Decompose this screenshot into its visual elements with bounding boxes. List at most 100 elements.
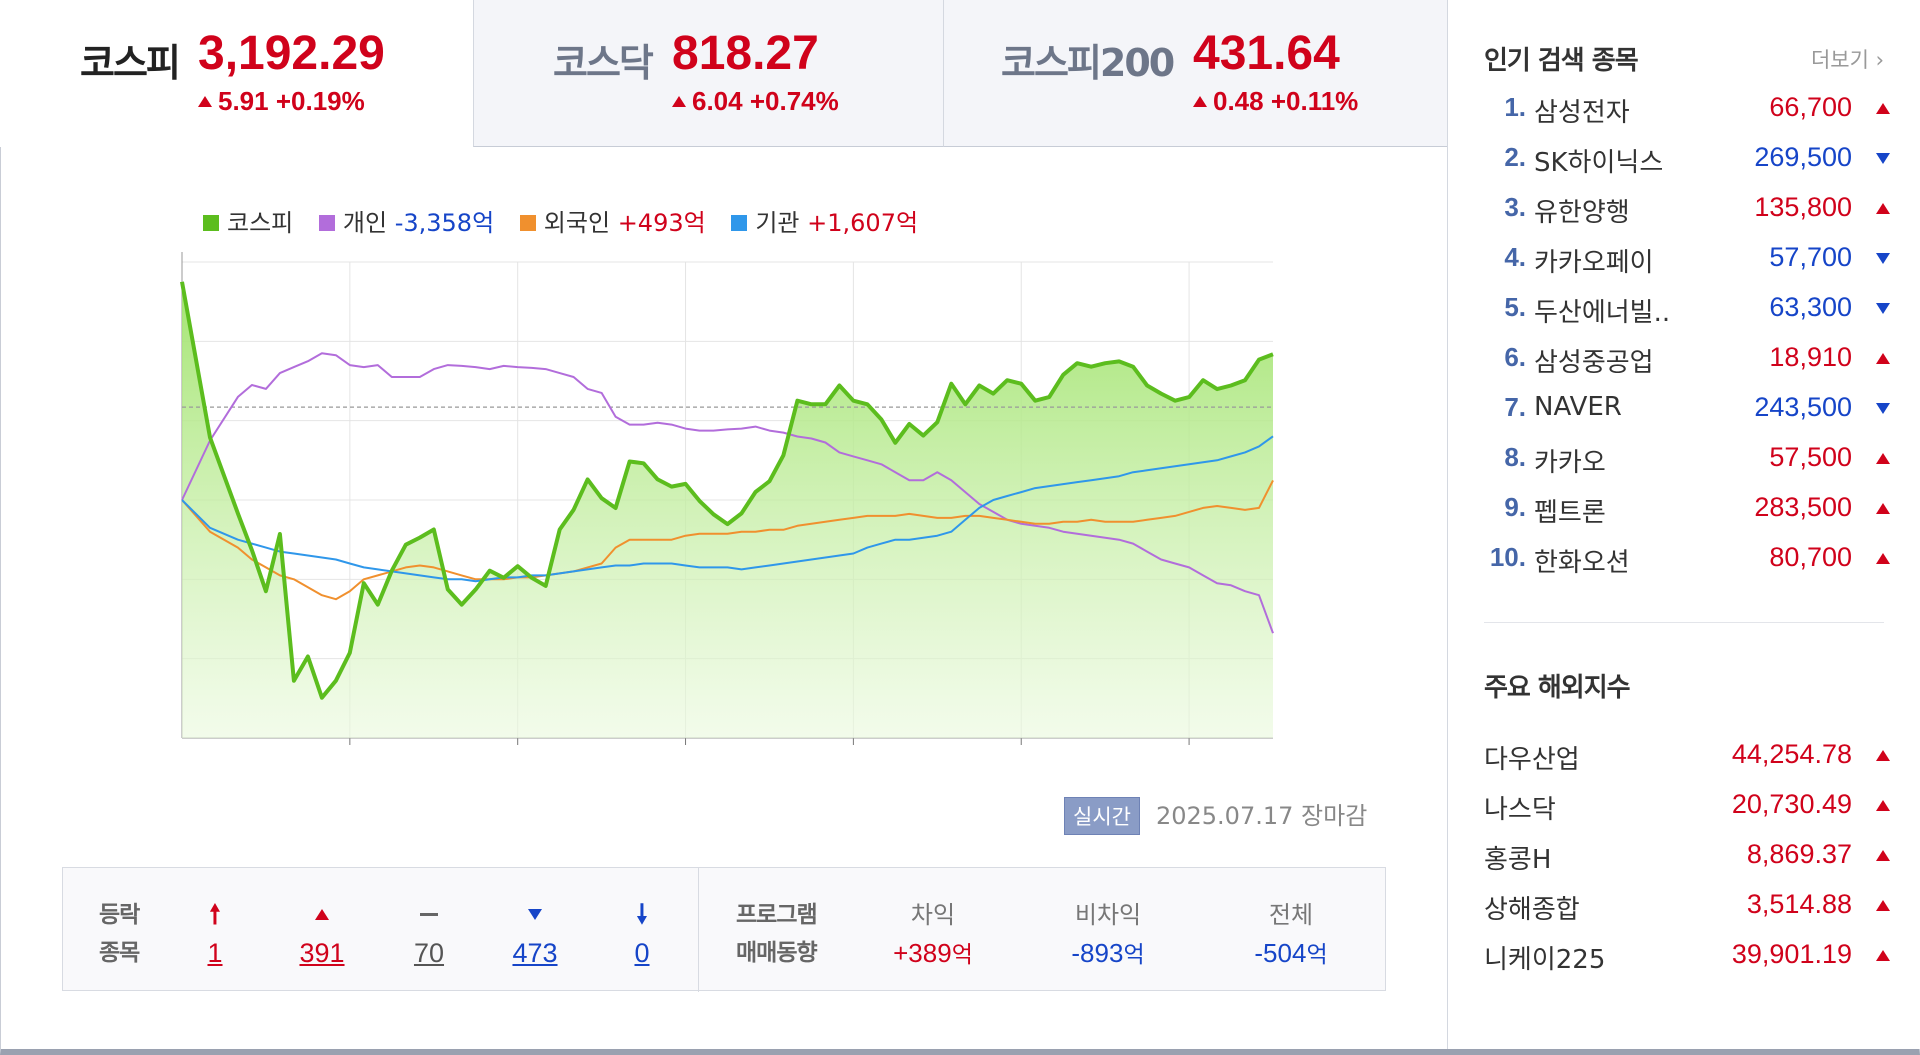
index-name[interactable]: 나스닥	[1484, 795, 1556, 825]
legend-individual-label: 개인	[342, 209, 388, 237]
side-panel: 인기 검색 종목 더보기 › 1. 삼성전자 66,700 2. SK하이닉스 269,5…	[1447, 0, 1920, 1049]
list-item[interactable]: 4. 카카오페이 57,700	[1484, 242, 1890, 292]
down-count[interactable]: 473	[512, 938, 558, 968]
stock-name[interactable]: 삼성중공업	[1534, 348, 1654, 378]
up-count[interactable]: 391	[299, 938, 345, 968]
stock-price: 57,700	[1769, 242, 1852, 272]
list-item[interactable]: 10. 한화오션 80,700	[1484, 542, 1890, 592]
chart-legend: 코스피 개인 -3,358억 외국인 +493억 기관 +1,607억	[203, 203, 936, 237]
up-triangle-icon	[672, 96, 686, 107]
stock-name[interactable]: 펩트론	[1534, 498, 1606, 528]
flat-count[interactable]: 70	[413, 938, 445, 968]
list-item[interactable]: 1. 삼성전자 66,700	[1484, 92, 1890, 142]
program-arbitrage-label: 차익	[910, 901, 956, 929]
global-indices-title: 주요 해외지수	[1484, 673, 1631, 703]
lower-limit-count[interactable]: 0	[634, 938, 650, 968]
legend-swatch	[203, 215, 219, 231]
down-triangle-icon	[1876, 394, 1890, 424]
stock-name[interactable]: 두산에너빌..	[1534, 298, 1671, 328]
legend-individual-value: -3,358억	[394, 209, 495, 237]
rank-number: 6.	[1504, 342, 1526, 372]
stock-name[interactable]: SK하이닉스	[1534, 148, 1664, 178]
series-line-institution	[181, 435, 1274, 583]
stock-price: 243,500	[1754, 392, 1852, 422]
legend-swatch	[318, 215, 335, 231]
advance-decline-label-line1: 등락	[99, 902, 140, 928]
stock-name[interactable]: 삼성전자	[1534, 98, 1630, 128]
tab-kospi200-value: 431.64	[1193, 27, 1340, 80]
upper-limit-count[interactable]: 1	[207, 938, 223, 968]
up-triangle-icon	[1876, 444, 1890, 474]
tab-kospi200[interactable]: 코스피200 431.64 0.48 +0.11%	[943, 0, 1447, 147]
list-item[interactable]: 홍콩H 8,869.37	[1484, 839, 1890, 889]
stock-price: 135,800	[1754, 192, 1852, 222]
index-name[interactable]: 니케이225	[1484, 945, 1606, 975]
index-value: 39,901.19	[1731, 939, 1852, 969]
rank-number: 7.	[1504, 392, 1526, 422]
divider	[698, 868, 699, 992]
flat-dash-icon	[389, 896, 469, 934]
legend-institution[interactable]: 기관 +1,607억	[731, 203, 918, 238]
list-item[interactable]: 6. 삼성중공업 18,910	[1484, 342, 1890, 392]
list-item[interactable]: 7. NAVER 243,500	[1484, 392, 1890, 442]
down-triangle-icon	[1876, 144, 1890, 174]
rank-number: 10.	[1489, 542, 1526, 572]
program-arbitrage: 차익 +389억	[848, 896, 1018, 974]
list-item[interactable]: 상해종합 3,514.88	[1484, 889, 1890, 939]
list-item[interactable]: 8. 카카오 57,500	[1484, 442, 1890, 492]
tab-kosdaq[interactable]: 코스닥 818.27 6.04 +0.74%	[473, 0, 943, 147]
tab-kospi[interactable]: 코스피 3,192.29 5.91 +0.19%	[0, 0, 473, 147]
stock-name[interactable]: 한화오션	[1534, 548, 1630, 578]
stock-name[interactable]: NAVER	[1534, 392, 1622, 422]
stock-name[interactable]: 카카오페이	[1534, 248, 1654, 278]
unit-label: 억	[1306, 942, 1328, 968]
rank-number: 5.	[1504, 292, 1526, 322]
list-item[interactable]: 9. 펩트론 283,500	[1484, 492, 1890, 542]
list-item[interactable]: 5. 두산에너빌.. 63,300	[1484, 292, 1890, 342]
stock-name[interactable]: 카카오	[1534, 448, 1606, 478]
kospi-area	[182, 281, 1273, 738]
asof-date: 2025.07.17	[1155, 802, 1294, 830]
realtime-button[interactable]: 실시간	[1064, 797, 1140, 835]
program-label-line2: 매매동향	[736, 940, 818, 966]
legend-foreign[interactable]: 외국인 +493억	[519, 203, 706, 238]
rank-number: 4.	[1504, 242, 1526, 272]
down-col: 473	[495, 896, 575, 972]
program-label-line1: 프로그램	[736, 902, 818, 928]
stock-price: 283,500	[1754, 492, 1852, 522]
index-name[interactable]: 홍콩H	[1484, 845, 1552, 875]
more-link[interactable]: 더보기 ›	[1811, 44, 1884, 74]
list-item[interactable]: 2. SK하이닉스 269,500	[1484, 142, 1890, 192]
tab-kosdaq-value: 818.27	[672, 27, 819, 80]
tab-kospi-change-text: 5.91 +0.19%	[218, 86, 365, 116]
legend-institution-value: +1,607억	[807, 209, 919, 237]
index-name[interactable]: 다우산업	[1484, 745, 1580, 775]
list-item[interactable]: 3. 유한양행 135,800	[1484, 192, 1890, 242]
list-item[interactable]: 다우산업 44,254.78	[1484, 739, 1890, 789]
index-name[interactable]: 상해종합	[1484, 895, 1580, 925]
up-triangle-icon	[1876, 344, 1890, 374]
tab-kospi200-name: 코스피200	[1001, 41, 1175, 85]
stock-price: 66,700	[1769, 92, 1852, 122]
legend-individual[interactable]: 개인 -3,358억	[318, 203, 495, 238]
legend-swatch	[519, 215, 536, 231]
program-total-number: -504	[1254, 938, 1307, 968]
stock-price: 80,700	[1769, 542, 1852, 572]
up-triangle-icon	[282, 896, 362, 934]
program-label: 프로그램 매매동향	[736, 896, 818, 972]
legend-kospi[interactable]: 코스피	[203, 203, 293, 238]
program-arbitrage-number: +389	[893, 938, 952, 968]
list-item[interactable]: 나스닥 20,730.49	[1484, 789, 1890, 839]
asof-info: 실시간 2025.07.17 장마감	[1064, 796, 1367, 835]
unit-label: 억	[1123, 942, 1145, 968]
tab-kospi200-change: 0.48 +0.11%	[1193, 86, 1358, 117]
stock-name[interactable]: 유한양행	[1534, 198, 1630, 228]
lower-limit-col: 🠗 0	[602, 896, 682, 972]
list-item[interactable]: 니케이225 39,901.19	[1484, 939, 1890, 989]
index-tabs: 코스피 3,192.29 5.91 +0.19% 코스닥 818.27 6.04…	[0, 0, 1447, 147]
index-value: 44,254.78	[1731, 739, 1852, 769]
up-triangle-icon	[1193, 96, 1207, 107]
stock-price: 57,500	[1769, 442, 1852, 472]
rank-number: 2.	[1504, 142, 1526, 172]
series-line-individual	[181, 352, 1274, 634]
